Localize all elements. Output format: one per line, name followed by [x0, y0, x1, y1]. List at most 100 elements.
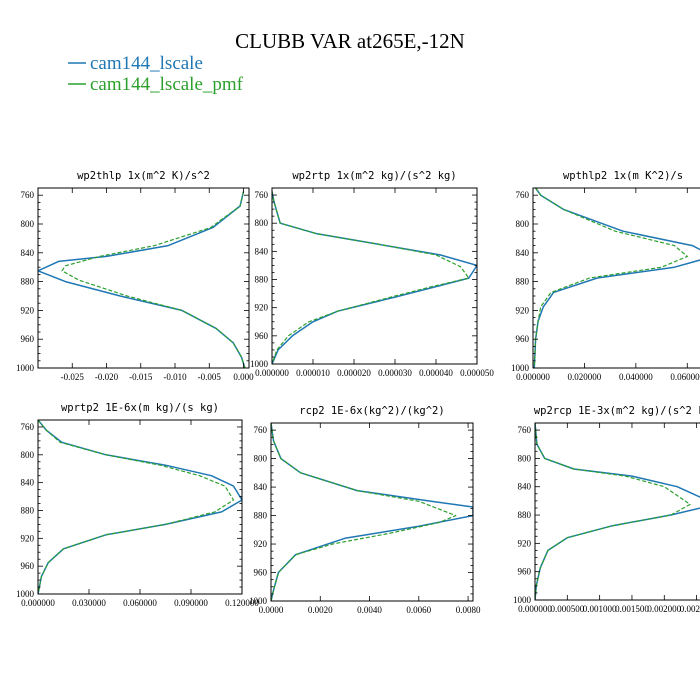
x-tick-label: 0.120000 [225, 598, 259, 608]
y-tick-label: 760 [518, 425, 532, 435]
y-tick-label: 840 [21, 248, 35, 258]
y-tick-label: 1000 [249, 596, 268, 606]
x-tick-label: -0.015 [129, 372, 153, 382]
legend-label-cam144-lscale-pmf: cam144_lscale_pmf [90, 74, 244, 95]
x-tick-label: 0.000010 [296, 368, 330, 378]
figure-title: CLUBB VAR at265E,-12N [235, 29, 465, 53]
y-tick-label: 920 [516, 305, 530, 315]
y-tick-label: 880 [255, 275, 269, 285]
y-tick-label: 920 [21, 305, 35, 315]
y-tick-label: 880 [516, 277, 530, 287]
panel-6: wp2rcp 1E-3x(m^2 kg)/(s^2 kg)760 800 840 88… [513, 405, 700, 614]
y-tick-label: 800 [254, 454, 268, 464]
x-tick-label: 0.000000 [21, 598, 55, 608]
y-tick-label: 800 [518, 453, 532, 463]
plot-area [271, 423, 473, 601]
plot-frame [532, 187, 700, 369]
y-tick-label: 960 [518, 567, 532, 577]
plot-area [272, 191, 477, 364]
plot-area [533, 188, 700, 368]
y-tick-label: 920 [518, 538, 532, 548]
y-tick-label: 1000 [16, 363, 35, 373]
y-tick-label: 880 [254, 511, 268, 521]
y-tick-label: 960 [516, 334, 530, 344]
y-tick-label: 840 [518, 482, 532, 492]
x-tick-label: 0.030000 [72, 598, 106, 608]
y-tick-label: 800 [21, 450, 35, 460]
plot-area [38, 191, 246, 368]
x-tick-label: 0.001500 [615, 604, 649, 614]
series-line-cam144-lscale-pmf [533, 188, 688, 368]
panel-2: wp2rtp 1x(m^2 kg)/(s^2 kg) 760 800 840 880 92… [250, 170, 494, 378]
panels: wp2thlp 1x(m^2 K)/s^2 760 800 840 880 920 960 1… [16, 170, 700, 615]
series-line-cam144-lscale-pmf [271, 423, 457, 601]
y-tick-label: 960 [254, 568, 268, 578]
panel-title: wp2rtp 1x(m^2 kg)/(s^2 kg) [292, 170, 456, 182]
series-line-cam144-lscale-pmf [272, 191, 470, 364]
panel-1: wp2thlp 1x(m^2 K)/s^2 760 800 840 880 920 960 1… [16, 170, 254, 382]
plot-area [535, 423, 700, 600]
legend-label-cam144-lscale: cam144_lscale [90, 53, 203, 74]
y-tick-label: 1000 [513, 595, 532, 605]
series-line-cam144-lscale-pmf [535, 423, 691, 600]
x-tick-label: 0.002000 [647, 604, 681, 614]
x-tick-label: 0.000040 [419, 368, 453, 378]
x-tick-label: 0.000500 [550, 604, 584, 614]
x-tick-label: 0.000050 [460, 368, 494, 378]
x-tick-label: -0.020 [95, 372, 119, 382]
x-tick-label: 0.000000 [518, 604, 552, 614]
plot-frame [270, 422, 474, 602]
y-tick-label: 920 [21, 533, 35, 543]
x-tick-label: 0.0060 [406, 605, 431, 615]
x-tick-label: 0.001000 [583, 604, 617, 614]
y-tick-label: 760 [516, 190, 530, 200]
x-tick-label: 0.060000 [670, 372, 700, 382]
y-tick-label: 1000 [16, 589, 35, 599]
y-tick-label: 880 [518, 510, 532, 520]
plot-frame [271, 187, 478, 365]
y-tick-label: 760 [254, 425, 268, 435]
y-tick-label: 880 [21, 277, 35, 287]
x-tick-label: 0.060000 [123, 598, 157, 608]
panel-title: wprtp2 1E-6x(m kg)/(s kg) [61, 402, 219, 414]
x-tick-label: 0.000000 [516, 372, 550, 382]
x-tick-label: 0.0000 [259, 605, 284, 615]
y-tick-label: 760 [21, 422, 35, 432]
y-tick-label: 960 [21, 561, 35, 571]
x-tick-label: 0.0020 [308, 605, 333, 615]
y-tick-label: 800 [21, 219, 35, 229]
y-tick-label: 960 [21, 334, 35, 344]
x-tick-label: 0.0040 [357, 605, 382, 615]
x-tick-label: 0.020000 [568, 372, 602, 382]
plot-frame [37, 187, 250, 369]
x-tick-label: 0.000000 [255, 368, 289, 378]
y-tick-label: 920 [254, 539, 268, 549]
x-tick-label: -0.025 [61, 372, 85, 382]
y-tick-label: 840 [255, 246, 269, 256]
x-tick-label: 0.000030 [378, 368, 412, 378]
x-tick-label: 0.090000 [174, 598, 208, 608]
legend: cam144_lscale cam144_lscale_pmf [68, 53, 244, 95]
panel-4: wprtp2 1E-6x(m kg)/(s kg) 760 800 840 880 920… [16, 402, 259, 608]
x-tick-label: 0.000020 [337, 368, 371, 378]
plot-area [38, 420, 242, 594]
x-tick-label: -0.010 [163, 372, 187, 382]
panel-title: rcp2 1E-6x(kg^2)/(kg^2) [299, 405, 444, 417]
panel-5: rcp2 1E-6x(kg^2)/(kg^2) 760 800 840 880 920 96… [249, 405, 481, 615]
x-tick-label: 0.040000 [619, 372, 653, 382]
y-tick-label: 800 [516, 219, 530, 229]
y-tick-label: 840 [21, 478, 35, 488]
panel-title: wp2rcp 1E-3x(m^2 kg)/(s^2 kg) [534, 405, 700, 417]
y-tick-label: 760 [21, 190, 35, 200]
y-tick-label: 960 [255, 331, 269, 341]
y-tick-label: 1000 [250, 359, 269, 369]
panel-title: wpthlp2 1x(m K^2)/s [563, 170, 683, 182]
x-tick-label: 0.000 [233, 372, 254, 382]
panel-3: wpthlp2 1x(m K^2)/s 760 800 840 880 920 960 100… [511, 170, 700, 382]
panel-title: wp2thlp 1x(m^2 K)/s^2 [77, 170, 210, 182]
y-tick-label: 760 [255, 190, 269, 200]
series-line-cam144-lscale-pmf [38, 420, 235, 594]
y-tick-label: 880 [21, 505, 35, 515]
x-tick-label: 0.002500 [680, 604, 700, 614]
